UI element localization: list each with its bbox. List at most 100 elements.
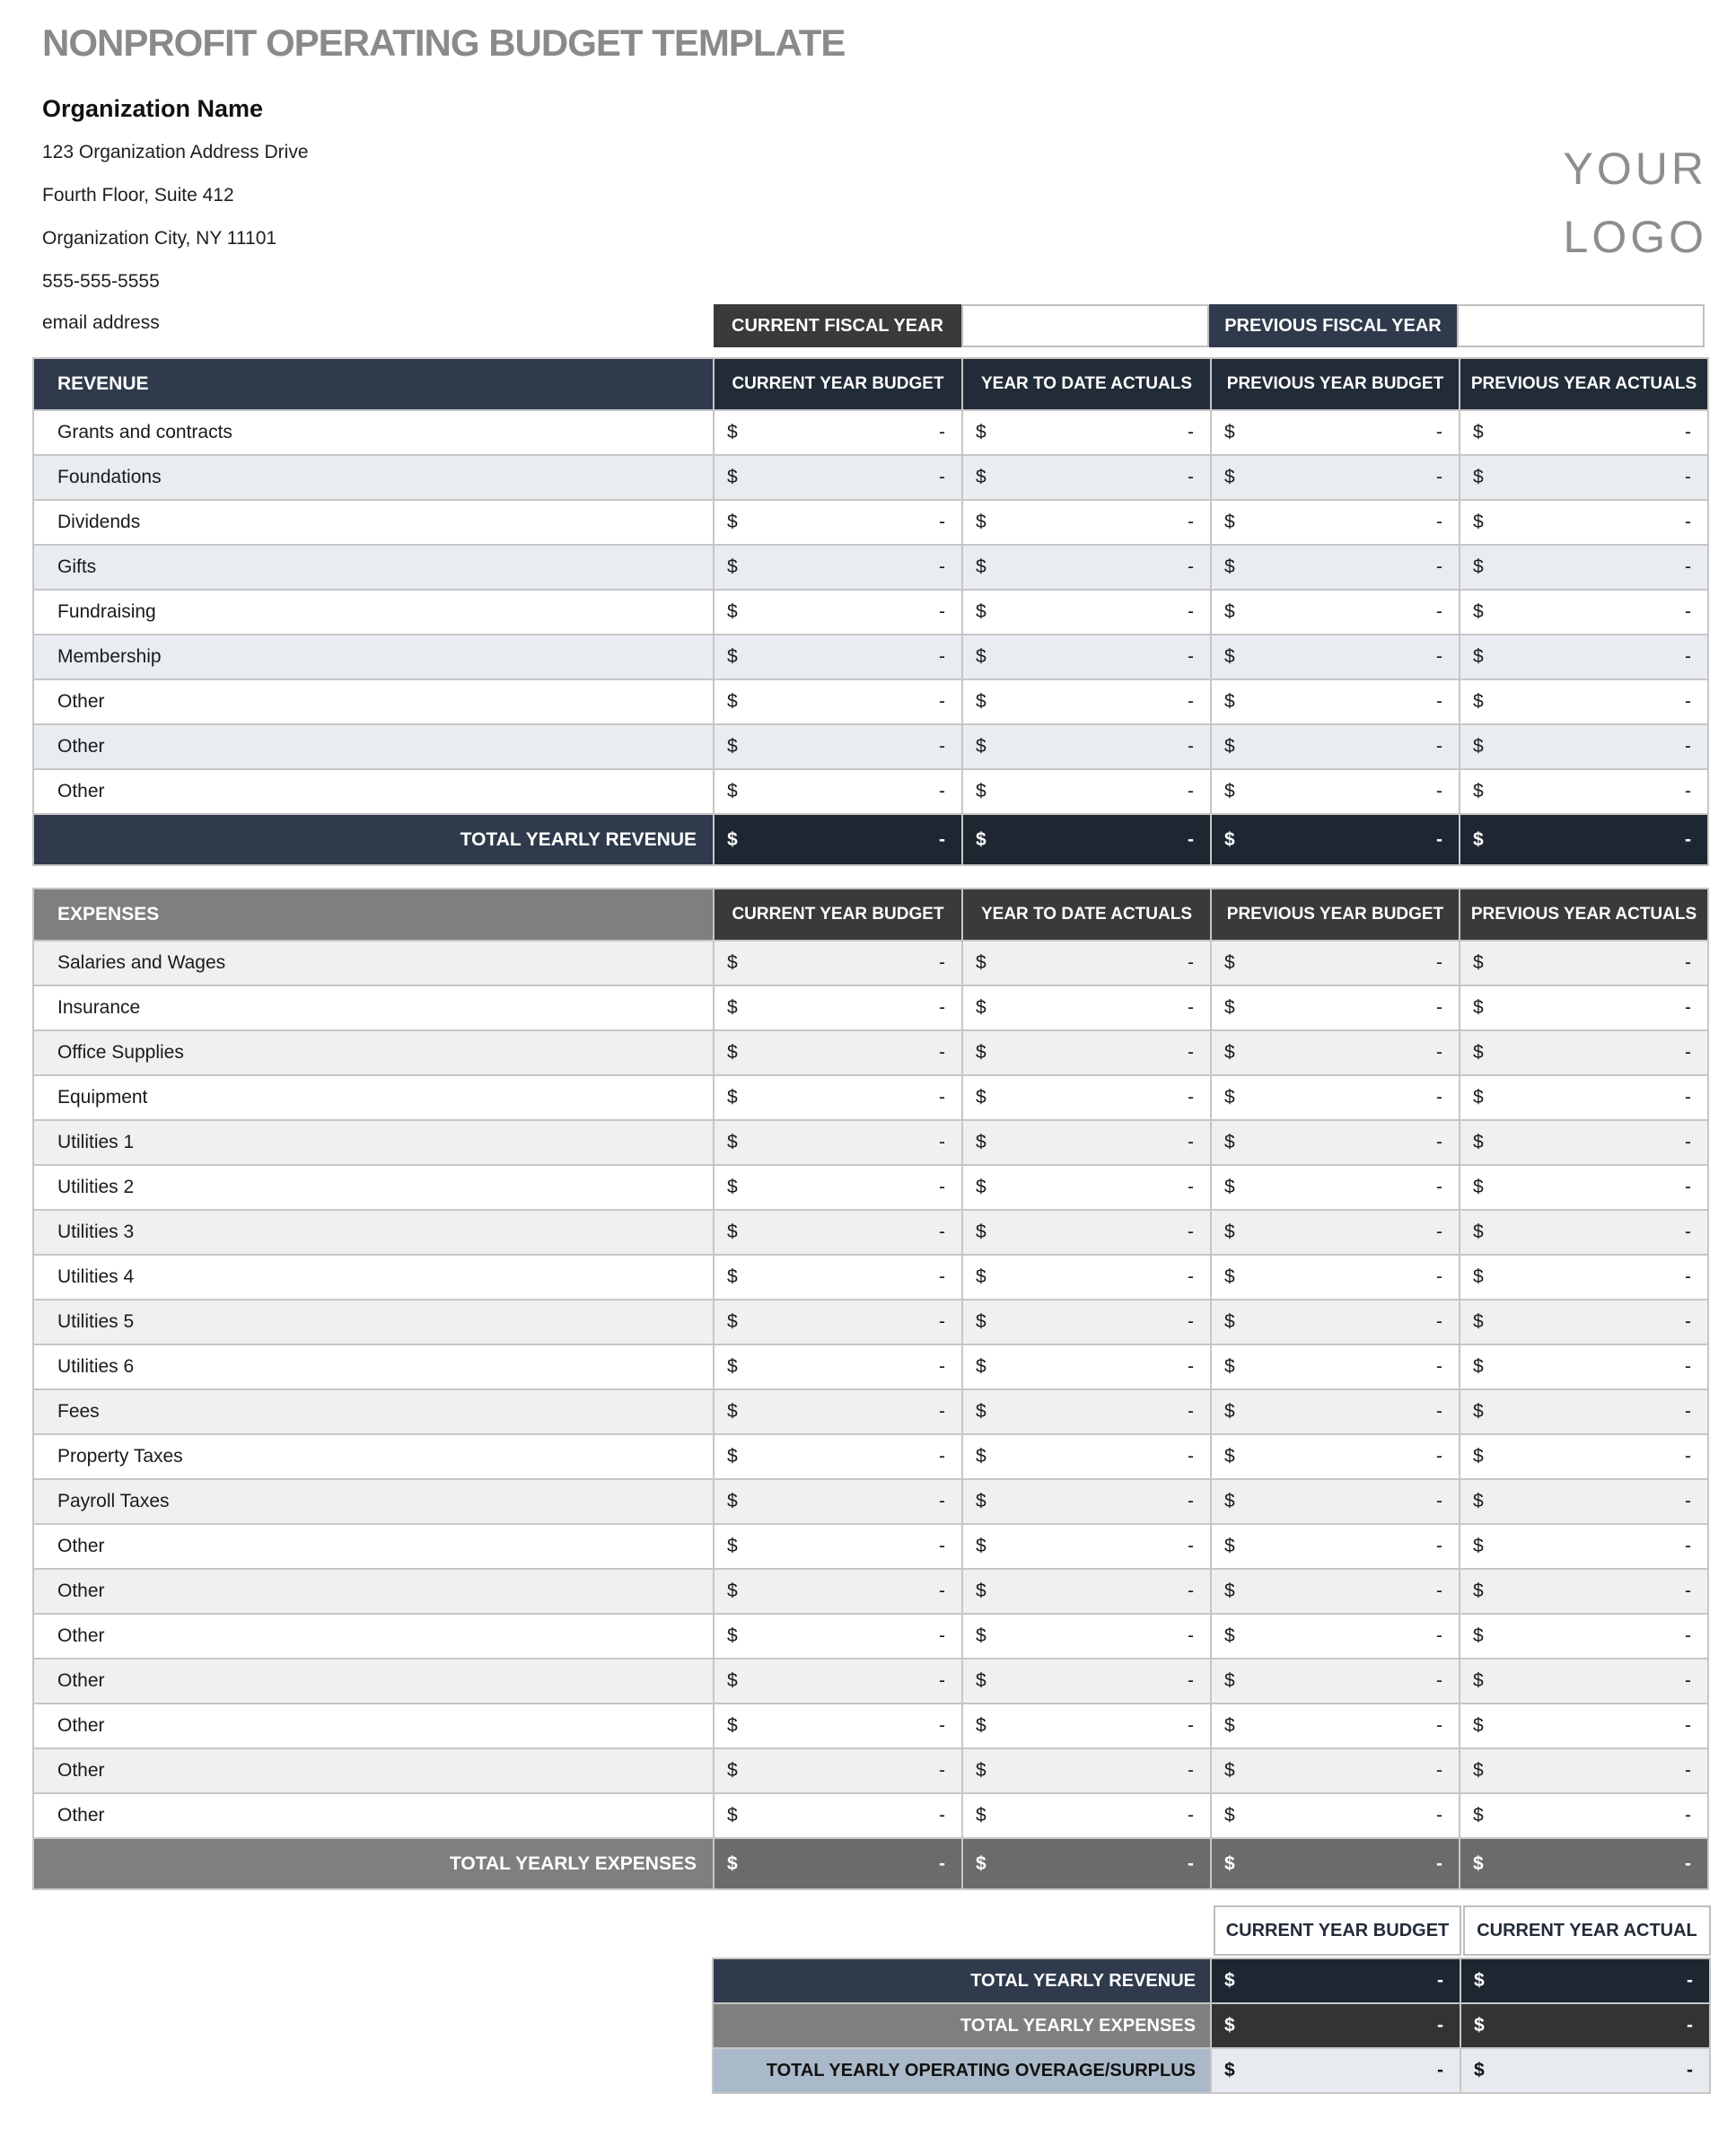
value-cell[interactable]: $ - bbox=[1460, 1660, 1707, 1703]
value-cell[interactable]: $ - bbox=[715, 1480, 961, 1523]
row-label-cell[interactable]: Fees bbox=[34, 1390, 713, 1433]
row-label-cell[interactable]: Other bbox=[34, 680, 713, 723]
value-cell[interactable]: $ - bbox=[1460, 1704, 1707, 1747]
value-cell[interactable]: $ - bbox=[1212, 1570, 1459, 1613]
value-cell[interactable]: $ - bbox=[715, 770, 961, 813]
row-label-cell[interactable]: Insurance bbox=[34, 986, 713, 1029]
value-cell[interactable]: $ - bbox=[715, 1525, 961, 1568]
value-cell[interactable]: $ - bbox=[1460, 1301, 1707, 1344]
value-cell[interactable]: $ - bbox=[1460, 1390, 1707, 1433]
value-cell[interactable]: $ - bbox=[1212, 1749, 1459, 1792]
row-label-cell[interactable]: Gifts bbox=[34, 546, 713, 589]
value-cell[interactable]: $ - bbox=[715, 725, 961, 768]
value-cell[interactable]: $ - bbox=[963, 1121, 1210, 1164]
row-label-cell[interactable]: Fundraising bbox=[34, 591, 713, 634]
value-cell[interactable]: $ - bbox=[1460, 1031, 1707, 1074]
row-label-cell[interactable]: Other bbox=[34, 1525, 713, 1568]
value-cell[interactable]: $ - bbox=[963, 986, 1210, 1029]
value-cell[interactable]: $ - bbox=[1212, 680, 1459, 723]
value-cell[interactable]: $ - bbox=[1460, 546, 1707, 589]
value-cell[interactable]: $ - bbox=[715, 456, 961, 499]
value-cell[interactable]: $ - bbox=[963, 1525, 1210, 1568]
value-cell[interactable]: $ - bbox=[1212, 1704, 1459, 1747]
value-cell[interactable]: $ - bbox=[1212, 591, 1459, 634]
value-cell[interactable]: $ - bbox=[1212, 1076, 1459, 1119]
value-cell[interactable]: $ - bbox=[1460, 1794, 1707, 1837]
value-cell[interactable]: $ - bbox=[1212, 1435, 1459, 1478]
value-cell[interactable]: $ - bbox=[715, 1660, 961, 1703]
row-label-cell[interactable]: Salaries and Wages bbox=[34, 942, 713, 985]
value-cell[interactable]: $ - bbox=[715, 1166, 961, 1209]
value-cell[interactable]: $ - bbox=[1460, 1480, 1707, 1523]
value-cell[interactable]: $ - bbox=[963, 411, 1210, 454]
value-cell[interactable]: $ - bbox=[715, 1704, 961, 1747]
value-cell[interactable]: $ - bbox=[963, 1480, 1210, 1523]
value-cell[interactable]: $ - bbox=[715, 546, 961, 589]
value-cell[interactable]: $ - bbox=[1460, 680, 1707, 723]
value-cell[interactable]: $ - bbox=[1212, 1256, 1459, 1299]
value-cell[interactable]: $ - bbox=[1460, 411, 1707, 454]
value-cell[interactable]: $ - bbox=[1212, 1301, 1459, 1344]
value-cell[interactable]: $ - bbox=[963, 635, 1210, 679]
value-cell[interactable]: $ - bbox=[715, 1435, 961, 1478]
value-cell[interactable]: $ - bbox=[1460, 725, 1707, 768]
value-cell[interactable]: $ - bbox=[1460, 770, 1707, 813]
value-cell[interactable]: $ - bbox=[1460, 591, 1707, 634]
value-cell[interactable]: $ - bbox=[715, 1794, 961, 1837]
value-cell[interactable]: $ - bbox=[1212, 986, 1459, 1029]
value-cell[interactable]: $ - bbox=[715, 680, 961, 723]
value-cell[interactable]: $ - bbox=[1212, 411, 1459, 454]
value-cell[interactable]: $ - bbox=[715, 1076, 961, 1119]
row-label-cell[interactable]: Other bbox=[34, 1704, 713, 1747]
value-cell[interactable]: $ - bbox=[963, 1794, 1210, 1837]
value-cell[interactable]: $ - bbox=[963, 1435, 1210, 1478]
value-cell[interactable]: $ - bbox=[963, 1615, 1210, 1658]
value-cell[interactable]: $ - bbox=[1460, 501, 1707, 544]
value-cell[interactable]: $ - bbox=[1460, 456, 1707, 499]
row-label-cell[interactable]: Utilities 3 bbox=[34, 1211, 713, 1254]
value-cell[interactable]: $ - bbox=[715, 501, 961, 544]
value-cell[interactable]: $ - bbox=[963, 1076, 1210, 1119]
value-cell[interactable]: $ - bbox=[1212, 1390, 1459, 1433]
value-cell[interactable]: $ - bbox=[1460, 1345, 1707, 1388]
value-cell[interactable]: $ - bbox=[715, 1390, 961, 1433]
value-cell[interactable]: $ - bbox=[715, 635, 961, 679]
value-cell[interactable]: $ - bbox=[1460, 1256, 1707, 1299]
value-cell[interactable]: $ - bbox=[963, 591, 1210, 634]
value-cell[interactable]: $ - bbox=[1460, 1076, 1707, 1119]
value-cell[interactable]: $ - bbox=[963, 1301, 1210, 1344]
value-cell[interactable]: $ - bbox=[715, 1345, 961, 1388]
value-cell[interactable]: $ - bbox=[1212, 1794, 1459, 1837]
value-cell[interactable]: $ - bbox=[963, 501, 1210, 544]
row-label-cell[interactable]: Office Supplies bbox=[34, 1031, 713, 1074]
value-cell[interactable]: $ - bbox=[963, 1166, 1210, 1209]
row-label-cell[interactable]: Other bbox=[34, 725, 713, 768]
value-cell[interactable]: $ - bbox=[1212, 1345, 1459, 1388]
row-label-cell[interactable]: Payroll Taxes bbox=[34, 1480, 713, 1523]
value-cell[interactable]: $ - bbox=[1212, 1166, 1459, 1209]
value-cell[interactable]: $ - bbox=[715, 1121, 961, 1164]
value-cell[interactable]: $ - bbox=[1212, 1031, 1459, 1074]
value-cell[interactable]: $ - bbox=[715, 1570, 961, 1613]
value-cell[interactable]: $ - bbox=[1212, 456, 1459, 499]
value-cell[interactable]: $ - bbox=[1212, 725, 1459, 768]
value-cell[interactable]: $ - bbox=[715, 1256, 961, 1299]
current-fiscal-year-input[interactable] bbox=[961, 304, 1209, 347]
value-cell[interactable]: $ - bbox=[715, 1031, 961, 1074]
value-cell[interactable]: $ - bbox=[1460, 1435, 1707, 1478]
row-label-cell[interactable]: Other bbox=[34, 1615, 713, 1658]
row-label-cell[interactable]: Foundations bbox=[34, 456, 713, 499]
value-cell[interactable]: $ - bbox=[963, 942, 1210, 985]
value-cell[interactable]: $ - bbox=[1212, 1480, 1459, 1523]
row-label-cell[interactable]: Equipment bbox=[34, 1076, 713, 1119]
value-cell[interactable]: $ - bbox=[1212, 546, 1459, 589]
value-cell[interactable]: $ - bbox=[963, 1660, 1210, 1703]
value-cell[interactable]: $ - bbox=[963, 546, 1210, 589]
previous-fiscal-year-input[interactable] bbox=[1457, 304, 1705, 347]
value-cell[interactable]: $ - bbox=[1212, 942, 1459, 985]
value-cell[interactable]: $ - bbox=[715, 986, 961, 1029]
value-cell[interactable]: $ - bbox=[1460, 1166, 1707, 1209]
value-cell[interactable]: $ - bbox=[1212, 501, 1459, 544]
value-cell[interactable]: $ - bbox=[963, 1570, 1210, 1613]
value-cell[interactable]: $ - bbox=[715, 1301, 961, 1344]
